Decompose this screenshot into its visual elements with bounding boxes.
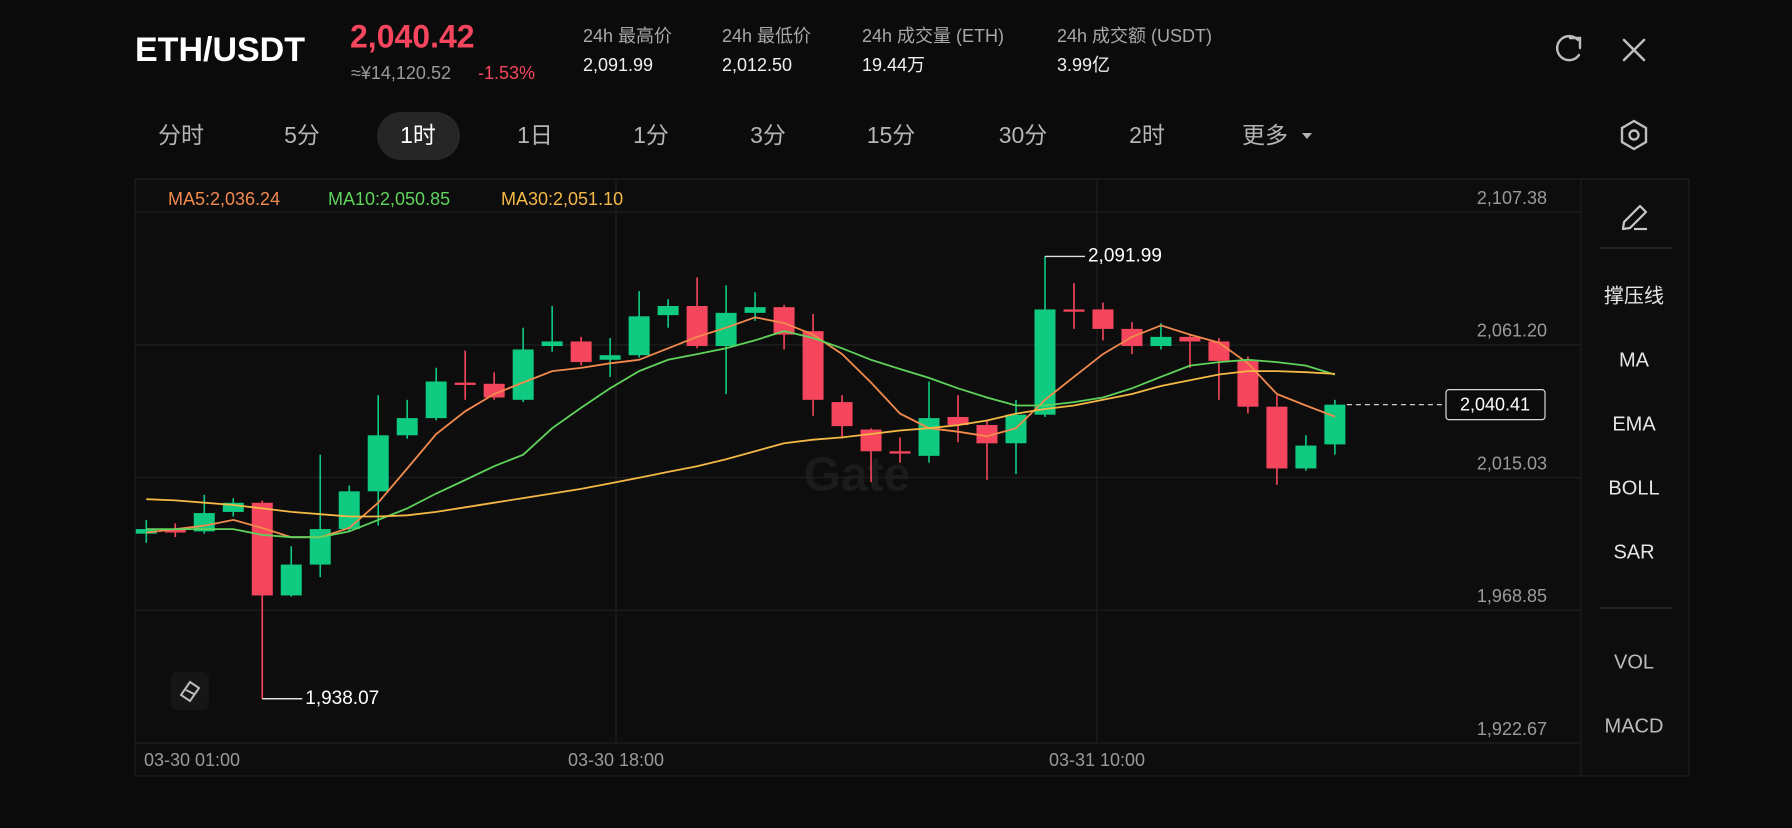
- candle-body: [1150, 336, 1172, 347]
- stat-label: 24h 成交额 (USDT): [1057, 26, 1212, 46]
- stat-value: 19.44万: [862, 55, 925, 75]
- candle-body: [280, 564, 302, 596]
- legend-entry: MA30:2,051.10: [501, 189, 623, 209]
- price-change: -1.53%: [478, 63, 535, 83]
- tool[interactable]: MA: [1619, 349, 1650, 371]
- candle-body: [744, 307, 766, 313]
- candle-body: [396, 418, 418, 436]
- tool[interactable]: SAR: [1613, 541, 1654, 563]
- candle-body: [483, 383, 505, 398]
- tab-active-bg: [377, 112, 460, 160]
- ma-line: [146, 316, 1336, 539]
- y-tick-label: 1,968.85: [1477, 586, 1547, 606]
- pair-title: ETH/USDT: [135, 31, 305, 69]
- candle-body: [512, 349, 534, 400]
- candle-body: [570, 341, 592, 363]
- mode-icon[interactable]: [171, 672, 209, 710]
- candle-body: [599, 355, 621, 360]
- candle-body: [628, 316, 650, 356]
- candle-body: [1034, 309, 1056, 415]
- candle-body: [657, 305, 679, 316]
- last-price: 2,040.42: [350, 18, 475, 54]
- extreme-label: 2,091.99: [1088, 245, 1162, 266]
- extreme-label: 1,938.07: [305, 688, 379, 709]
- tab[interactable]: 30分: [999, 122, 1048, 148]
- candle-body: [1324, 404, 1346, 445]
- content: ETH/USDT 2,040.42 ≈¥14,120.52 -1.53% 24h 最高价…: [135, 18, 1664, 770]
- y-tick-label: 1,922.67: [1477, 719, 1547, 739]
- candle-body: [164, 529, 186, 533]
- candle-body: [425, 381, 447, 419]
- candle-body: [1179, 336, 1201, 342]
- stat-value: 3.99亿: [1057, 55, 1110, 75]
- ma-line: [146, 330, 1336, 539]
- candle-body: [802, 331, 824, 400]
- candle-body: [251, 502, 273, 596]
- candle-body: [1266, 406, 1288, 469]
- y-tick-label: 2,015.03: [1477, 453, 1547, 473]
- candle-body: [1063, 309, 1085, 312]
- y-tick-label: 2,061.20: [1477, 321, 1547, 341]
- x-tick-label: 03-30 18:00: [568, 750, 664, 770]
- x-tick-label: 03-30 01:00: [144, 750, 240, 770]
- tab[interactable]: 2时: [1129, 122, 1165, 148]
- candle-body: [454, 382, 476, 385]
- candle-body: [947, 416, 969, 425]
- candle-body: [831, 402, 853, 427]
- candle-body: [773, 307, 795, 335]
- candle-body: [367, 435, 389, 492]
- tab[interactable]: 分时: [158, 122, 204, 148]
- candle-body: [338, 491, 360, 530]
- candle-body: [1092, 309, 1114, 329]
- stat-label: 24h 最低价: [722, 26, 811, 46]
- tab[interactable]: 更多: [1242, 122, 1288, 148]
- candle-body: [1237, 360, 1259, 407]
- tab[interactable]: 1时: [400, 122, 436, 148]
- last-price-label: 2,040.41: [1460, 394, 1530, 414]
- candle-body: [135, 529, 157, 534]
- candle-body: [222, 502, 244, 512]
- candle-body: [541, 341, 563, 347]
- price-cny: ≈¥14,120.52: [351, 63, 451, 83]
- settings-icon[interactable]: [1620, 119, 1648, 151]
- tool[interactable]: MACD: [1605, 715, 1664, 737]
- tab[interactable]: 1分: [633, 122, 669, 148]
- x-tick-label: 03-31 10:00: [1049, 750, 1145, 770]
- candle-body: [715, 312, 737, 347]
- watermark: Gate: [804, 449, 911, 502]
- candle-body: [976, 424, 998, 444]
- dropdown-caret: [1302, 133, 1312, 139]
- stat-label: 24h 最高价: [583, 26, 672, 46]
- legend-entry: MA5:2,036.24: [168, 189, 280, 209]
- tab[interactable]: 1日: [517, 122, 553, 148]
- stat-value: 2,091.99: [583, 55, 653, 75]
- share-icon[interactable]: [1555, 34, 1582, 62]
- tool[interactable]: VOL: [1614, 651, 1654, 673]
- tool[interactable]: 撑压线: [1604, 284, 1664, 307]
- last-price-tag: [1445, 389, 1546, 421]
- close-icon[interactable]: [1622, 38, 1646, 62]
- legend-entry: MA10:2,050.85: [328, 189, 450, 209]
- ma-line: [146, 370, 1335, 518]
- stat-label: 24h 成交量 (ETH): [862, 26, 1004, 46]
- tab[interactable]: 5分: [284, 122, 320, 148]
- stat-value: 2,012.50: [722, 55, 792, 75]
- tool[interactable]: BOLL: [1608, 477, 1659, 499]
- tab[interactable]: 15分: [867, 122, 916, 148]
- tab[interactable]: 3分: [750, 122, 786, 148]
- candle-body: [1295, 445, 1317, 469]
- draw-tool-icon[interactable]: [1621, 204, 1648, 231]
- y-tick-label: 2,107.38: [1477, 188, 1547, 208]
- candle-body: [1208, 341, 1230, 361]
- candle-body: [889, 451, 911, 454]
- tool[interactable]: EMA: [1612, 413, 1656, 435]
